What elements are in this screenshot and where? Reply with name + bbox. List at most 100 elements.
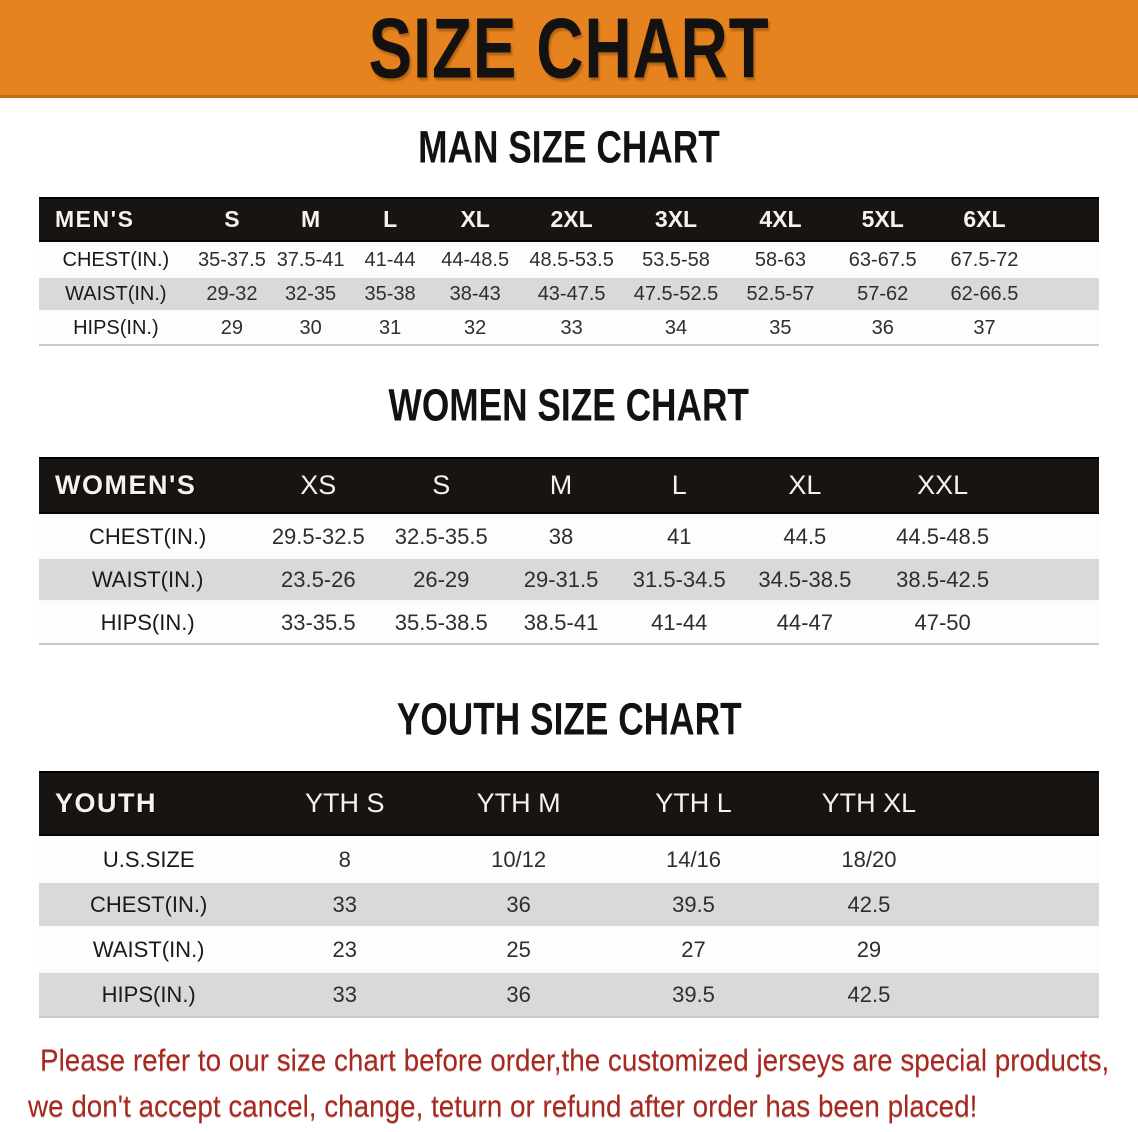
size-value: 41 — [619, 514, 739, 558]
column-header-xs: XS — [300, 470, 337, 500]
womens-header-row: WOMEN'S XS S M L XL XXL — [39, 457, 1099, 515]
size-value: 43-47.5 — [520, 276, 624, 311]
spacer-cell — [956, 881, 1099, 927]
disclaimer-line-1-text: Please refer to our size chart before or… — [40, 1044, 1110, 1078]
column-header-3xl: 3XL — [654, 206, 698, 232]
row-label: WAIST(IN.) — [39, 557, 257, 601]
size-value: 29 — [780, 926, 957, 972]
column-header-xl: XL — [460, 206, 490, 232]
spacer-cell — [1035, 276, 1099, 311]
size-value: 33-35.5 — [256, 600, 381, 644]
column-header-5xl: 5XL — [861, 206, 904, 232]
size-value: 41-44 — [619, 600, 739, 644]
table-row-chest: CHEST(IN.) 35-37.5 37.5-41 41-44 44-48.5… — [39, 242, 1099, 277]
size-value: 42.5 — [780, 881, 957, 927]
size-value: 36 — [431, 971, 607, 1017]
row-label: U.S.SIZE — [39, 836, 259, 882]
size-value: 37 — [933, 310, 1036, 345]
size-value: 25 — [431, 926, 607, 972]
size-value: 23 — [258, 926, 432, 972]
disclaimer-line-2: we don't accept cancel, change, teturn o… — [0, 1084, 1138, 1130]
table-row-hips: HIPS(IN.) 33-35.5 35.5-38.5 38.5-41 41-4… — [39, 600, 1099, 644]
size-value: 32-35 — [271, 276, 351, 311]
column-header-2xl: 2XL — [550, 206, 593, 232]
size-value: 41-44 — [350, 242, 431, 277]
table-row-chest: CHEST(IN.) 29.5-32.5 32.5-35.5 38 41 44.… — [39, 514, 1099, 558]
size-value: 52.5-57 — [729, 276, 832, 311]
column-header-xl: XL — [788, 470, 822, 500]
man-section-heading-text: MAN SIZE CHART — [418, 122, 720, 174]
youth-table-title: YOUTH — [55, 788, 157, 818]
spacer-cell — [1035, 242, 1099, 277]
size-value: 36 — [431, 881, 607, 927]
size-value: 29.5-32.5 — [256, 514, 381, 558]
size-value: 29 — [192, 310, 272, 345]
size-value: 39.5 — [606, 881, 781, 927]
column-header-xxl: XXL — [917, 470, 969, 500]
column-header-l: L — [671, 470, 687, 500]
size-value: 33 — [258, 971, 432, 1017]
row-label: CHEST(IN.) — [39, 514, 257, 558]
size-value: 31 — [350, 310, 431, 345]
size-value: 44.5 — [738, 514, 872, 558]
size-value: 10/12 — [431, 836, 607, 882]
spacer-cell — [1014, 557, 1099, 601]
spacer-cell — [957, 771, 1099, 837]
spacer-cell — [1014, 514, 1099, 558]
table-row-us-size: U.S.SIZE 8 10/12 14/16 18/20 — [39, 836, 1099, 882]
column-header-s: S — [224, 206, 240, 232]
size-value: 63-67.5 — [831, 242, 934, 277]
size-value: 42.5 — [780, 971, 957, 1017]
row-label: HIPS(IN.) — [39, 971, 259, 1017]
table-row-hips: HIPS(IN.) 29 30 31 32 33 34 35 36 37 — [39, 310, 1099, 345]
disclaimer-line-2-text: we don't accept cancel, change, teturn o… — [28, 1090, 978, 1124]
size-value: 33 — [258, 881, 432, 927]
women-section-heading: WOMEN SIZE CHART — [0, 380, 1138, 432]
row-label: CHEST(IN.) — [39, 881, 259, 927]
womens-size-table: WOMEN'S XS S M L XL XXL CHEST(IN.) 29.5-… — [39, 457, 1099, 645]
womens-table-title: WOMEN'S — [55, 470, 197, 500]
column-header-l: L — [383, 206, 398, 232]
size-value: 57-62 — [831, 276, 934, 311]
size-value: 62-66.5 — [933, 276, 1036, 311]
disclaimer: Please refer to our size chart before or… — [0, 1038, 1138, 1130]
spacer-cell — [1014, 600, 1099, 644]
size-value: 35-37.5 — [192, 242, 272, 277]
mens-header-row: MEN'S S M L XL 2XL 3XL 4XL 5XL 6XL — [39, 197, 1099, 243]
size-value: 32 — [430, 310, 521, 345]
size-value: 8 — [258, 836, 432, 882]
table-row-chest: CHEST(IN.) 33 36 39.5 42.5 — [39, 881, 1099, 927]
page-title: SIZE CHART — [368, 0, 770, 96]
size-value: 38-43 — [430, 276, 521, 311]
size-value: 29-32 — [192, 276, 272, 311]
row-label: HIPS(IN.) — [39, 600, 257, 644]
man-section-heading: MAN SIZE CHART — [0, 122, 1138, 174]
table-row-waist: WAIST(IN.) 29-32 32-35 35-38 38-43 43-47… — [39, 276, 1099, 311]
column-header-m: M — [549, 470, 573, 500]
mens-table-title: MEN'S — [55, 206, 135, 232]
table-row-hips: HIPS(IN.) 33 36 39.5 42.5 — [39, 971, 1099, 1017]
size-value: 27 — [606, 926, 781, 972]
banner: SIZE CHART — [0, 0, 1138, 98]
column-header-4xl: 4XL — [759, 206, 802, 232]
size-value: 35.5-38.5 — [380, 600, 503, 644]
women-section-heading-text: WOMEN SIZE CHART — [388, 380, 750, 432]
size-value: 38 — [502, 514, 620, 558]
size-value: 38.5-41 — [502, 600, 620, 644]
mens-size-table: MEN'S S M L XL 2XL 3XL 4XL 5XL 6XL CHEST… — [39, 197, 1099, 346]
youth-size-table: YOUTH YTH S YTH M YTH L YTH XL U.S.SIZE … — [39, 771, 1099, 1018]
column-header-yth-l: YTH L — [655, 788, 732, 818]
column-header-yth-m: YTH M — [476, 788, 561, 818]
row-label: WAIST(IN.) — [39, 926, 259, 972]
size-value: 67.5-72 — [933, 242, 1036, 277]
spacer-cell — [1035, 197, 1099, 243]
disclaimer-line-1: Please refer to our size chart before or… — [0, 1038, 1138, 1084]
size-value: 18/20 — [780, 836, 957, 882]
size-value: 33 — [520, 310, 624, 345]
size-value: 34.5-38.5 — [738, 557, 872, 601]
youth-header-row: YOUTH YTH S YTH M YTH L YTH XL — [39, 771, 1099, 837]
table-row-waist: WAIST(IN.) 23.5-26 26-29 29-31.5 31.5-34… — [39, 557, 1099, 601]
column-header-yth-s: YTH S — [305, 788, 385, 818]
size-value: 30 — [271, 310, 351, 345]
size-value: 47.5-52.5 — [623, 276, 730, 311]
